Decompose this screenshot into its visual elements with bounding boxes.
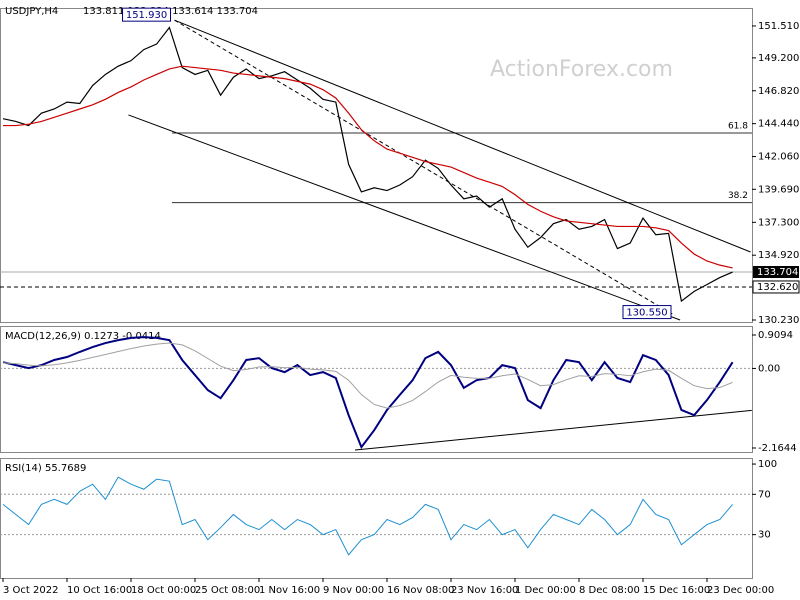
support-label: 132.620	[757, 282, 798, 293]
y-tick-label: 0.9094	[758, 330, 793, 341]
y-tick-label: -2.1644	[758, 443, 797, 454]
series-line	[2, 476, 733, 556]
trendline	[174, 19, 676, 317]
watermark: ActionForex.com	[490, 57, 673, 82]
high-box	[122, 7, 172, 22]
x-tick-label: 9 Nov 00:00	[323, 585, 384, 596]
series-line	[2, 342, 733, 409]
y-tick-label: 139.690	[758, 184, 799, 195]
x-tick-label: 16 Nov 08:00	[387, 585, 454, 596]
series-line	[2, 26, 733, 303]
series-line	[3, 65, 733, 269]
y-tick-label: 137.300	[758, 217, 799, 228]
y-tick-label: 144.440	[758, 119, 799, 130]
trendline	[128, 114, 681, 321]
y-tick-label: 0.00	[758, 363, 780, 374]
x-tick-label: 3 Oct 2022	[3, 585, 58, 596]
high-label: 151.930	[126, 10, 167, 21]
low-label: 130.550	[626, 308, 667, 319]
x-tick-label: 15 Dec 16:00	[643, 585, 710, 596]
last-price-box	[753, 265, 799, 278]
panel-frame	[0, 326, 753, 453]
trendline	[174, 19, 751, 253]
y-tick-label: 134.920	[758, 250, 799, 261]
support-box	[752, 280, 800, 294]
panel-frame	[0, 8, 753, 323]
y-tick-label: 100	[758, 459, 777, 470]
panel-title: MACD(12,26,9) 0.1273 -0.0414	[5, 331, 161, 342]
y-tick-label: 70	[758, 489, 771, 500]
y-tick-label: 146.820	[758, 86, 799, 97]
panel-frame	[0, 458, 753, 579]
panel-title: USDJPY,H4	[5, 6, 58, 17]
y-tick-label: 151.510	[758, 21, 799, 32]
y-tick-label: 130.230	[758, 315, 799, 326]
fib-label: 38.2	[728, 191, 748, 201]
y-tick-label: 149.200	[758, 53, 799, 64]
x-tick-label: 8 Dec 08:00	[579, 585, 640, 596]
x-tick-label: 1 Dec 00:00	[515, 585, 576, 596]
y-tick-label: 30	[758, 530, 771, 541]
trendline	[354, 409, 752, 451]
x-tick-label: 1 Nov 16:00	[259, 585, 320, 596]
series-line	[2, 336, 734, 450]
last-price-label: 133.704	[757, 267, 798, 278]
y-tick-label: 142.060	[758, 152, 799, 163]
x-tick-label: 25 Oct 08:00	[195, 585, 260, 596]
x-tick-label: 18 Oct 00:00	[131, 585, 196, 596]
panel-title: RSI(14) 55.7689	[5, 463, 86, 474]
x-tick-label: 10 Oct 16:00	[67, 585, 132, 596]
fib-label: 61.8	[728, 122, 748, 132]
x-tick-label: 23 Dec 00:00	[707, 585, 774, 596]
low-box	[622, 305, 672, 320]
x-tick-label: 23 Nov 16:00	[451, 585, 518, 596]
